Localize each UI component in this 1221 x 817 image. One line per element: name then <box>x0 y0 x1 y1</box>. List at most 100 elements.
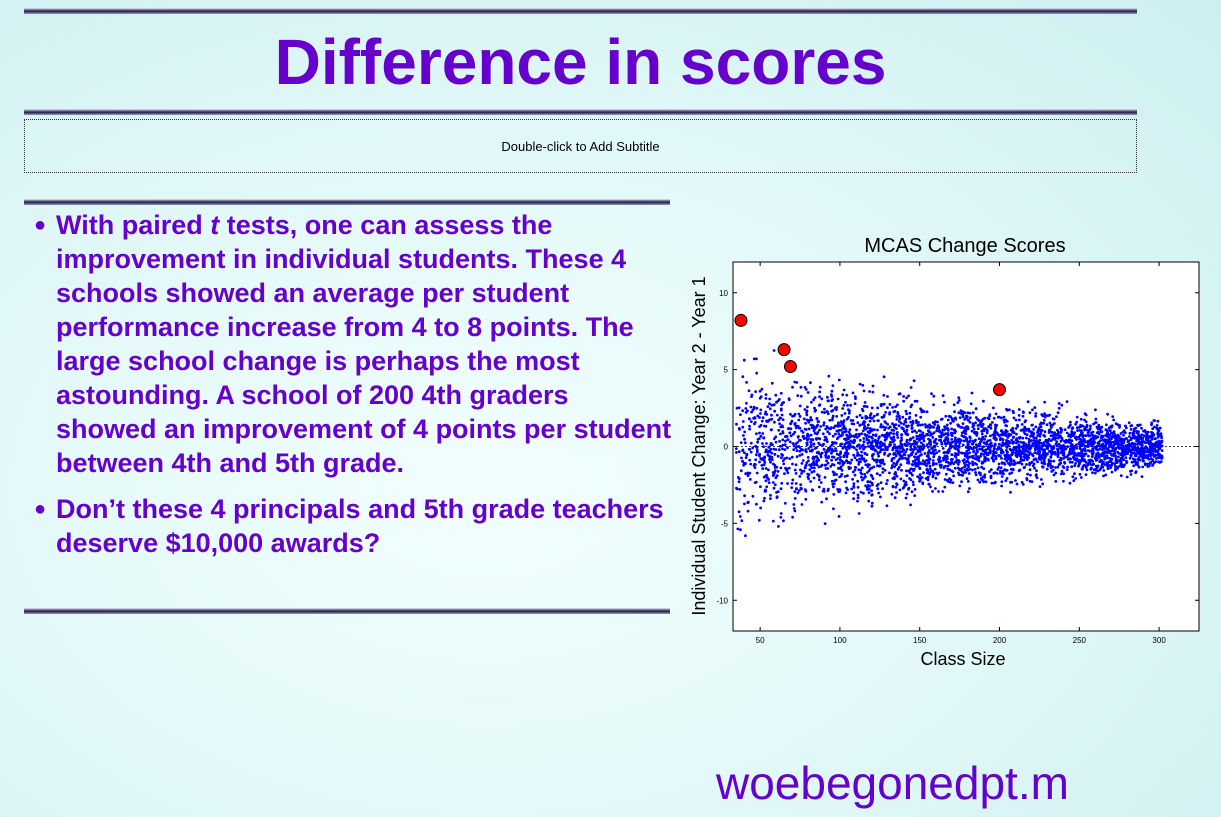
scatter-point <box>1136 424 1140 428</box>
scatter-point <box>870 504 874 508</box>
scatter-point <box>755 453 758 457</box>
scatter-point <box>807 473 811 476</box>
scatter-point <box>1109 431 1113 435</box>
scatter-point <box>799 483 803 487</box>
scatter-point <box>800 453 804 456</box>
scatter-point <box>939 464 943 468</box>
scatter-point <box>868 416 872 419</box>
scatter-point <box>1134 447 1138 451</box>
scatter-point <box>895 474 899 478</box>
scatter-point <box>827 446 830 450</box>
scatter-point <box>1007 441 1010 445</box>
scatter-point <box>865 405 869 409</box>
scatter-point <box>1079 417 1083 421</box>
scatter-point <box>1158 426 1162 430</box>
scatter-point <box>983 450 987 454</box>
scatter-point <box>860 466 864 470</box>
scatter-point <box>862 440 866 444</box>
scatter-point <box>1113 462 1117 466</box>
scatter-point <box>856 499 859 503</box>
scatter-point <box>983 473 987 477</box>
scatter-point <box>1144 435 1148 439</box>
scatter-point <box>882 413 886 417</box>
scatter-point <box>809 441 813 444</box>
scatter-point <box>950 460 954 464</box>
scatter-point <box>1091 436 1095 439</box>
scatter-point <box>986 457 990 461</box>
scatter-point <box>956 401 960 404</box>
scatter-point <box>748 458 752 462</box>
scatter-point <box>1106 463 1110 467</box>
scatter-point <box>774 440 778 444</box>
scatter-point <box>1061 465 1065 468</box>
scatter-point <box>1089 424 1092 428</box>
scatter-point <box>1116 440 1119 443</box>
scatter-point <box>1075 420 1079 424</box>
scatter-point <box>809 416 813 419</box>
scatter-point <box>895 445 898 449</box>
scatter-point <box>739 413 742 416</box>
scatter-point <box>848 433 852 436</box>
scatter-point <box>1009 428 1013 432</box>
scatter-point <box>1122 458 1126 462</box>
scatter-point <box>882 425 885 429</box>
scatter-point <box>771 481 775 484</box>
scatter-point <box>743 494 746 498</box>
scatter-point <box>876 406 879 410</box>
scatter-point <box>852 441 856 445</box>
scatter-point <box>965 467 969 471</box>
scatter-point <box>1124 444 1128 447</box>
scatter-point <box>909 420 913 424</box>
scatter-point <box>905 428 909 432</box>
scatter-point <box>831 416 835 420</box>
scatter-point <box>971 468 974 472</box>
scatter-point <box>1122 447 1126 450</box>
subtitle-placeholder[interactable]: Double-click to Add Subtitle <box>24 119 1137 173</box>
scatter-point <box>1146 462 1150 466</box>
scatter-point <box>804 428 808 431</box>
scatter-point <box>893 465 896 469</box>
scatter-point <box>965 425 969 428</box>
scatter-point <box>925 443 929 447</box>
scatter-point <box>904 417 908 421</box>
scatter-point <box>786 438 790 441</box>
scatter-point <box>921 481 925 484</box>
scatter-point <box>981 417 985 421</box>
scatter-point <box>851 470 855 474</box>
scatter-point <box>1026 400 1030 404</box>
scatter-point <box>1082 458 1086 462</box>
scatter-point <box>1106 447 1110 451</box>
scatter-point <box>836 397 840 401</box>
scatter-point <box>740 519 744 523</box>
scatter-point <box>934 476 938 480</box>
scatter-point <box>971 447 975 451</box>
scatter-point <box>1137 430 1140 434</box>
scatter-point <box>767 481 771 484</box>
scatter-point <box>952 462 956 466</box>
scatter-point <box>968 416 972 420</box>
scatter-point <box>911 419 915 423</box>
scatter-point <box>824 467 828 470</box>
scatter-point <box>817 458 821 462</box>
scatter-point <box>735 406 739 410</box>
scatter-point <box>1009 448 1013 452</box>
scatter-point <box>896 403 899 407</box>
scatter-point <box>741 449 744 452</box>
scatter-point <box>803 408 807 411</box>
scatter-point <box>820 397 824 401</box>
scatter-point <box>1025 463 1028 466</box>
scatter-point <box>806 432 809 436</box>
scatter-point <box>863 472 866 476</box>
scatter-point <box>767 478 770 481</box>
scatter-point <box>1081 431 1084 435</box>
scatter-point <box>804 463 808 467</box>
scatter-point <box>1123 449 1126 453</box>
scatter-point <box>792 503 796 506</box>
scatter-point <box>790 486 794 489</box>
scatter-point <box>764 393 768 396</box>
scatter-point <box>743 437 746 441</box>
x-tick-label: 300 <box>1152 636 1166 645</box>
scatter-point <box>927 482 931 486</box>
scatter-point <box>982 467 986 471</box>
scatter-point <box>847 408 850 412</box>
